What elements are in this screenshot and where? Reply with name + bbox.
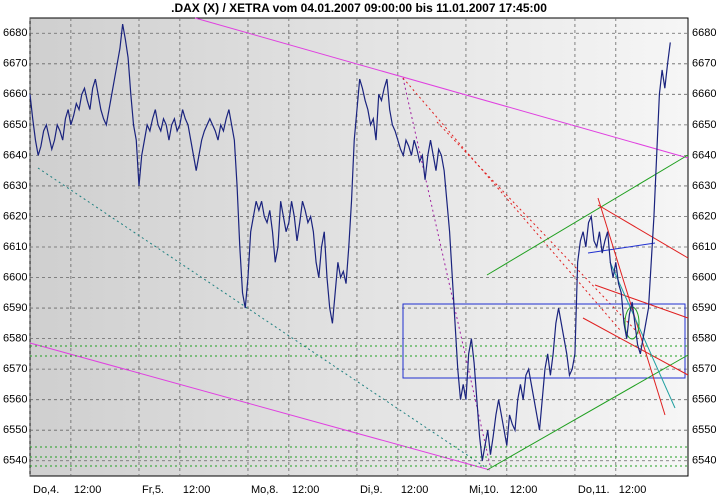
y-tick-label: 6580	[3, 333, 27, 345]
x-tick-label: Do,4.	[33, 484, 59, 496]
trend-line	[29, 342, 491, 471]
trend-line	[587, 242, 656, 254]
trend-line	[597, 204, 689, 259]
y-tick-label: 6640	[692, 149, 716, 161]
x-tick-label: 12:00	[619, 484, 647, 496]
trend-line	[486, 354, 689, 471]
y-tick-label: 6680	[3, 27, 27, 39]
x-tick-label: 12:00	[183, 484, 211, 496]
grid	[29, 18, 688, 476]
y-tick-label: 6580	[692, 333, 716, 345]
x-tick-label: Do,11.	[578, 484, 610, 496]
y-tick-label: 6600	[692, 271, 716, 283]
x-tick-label: Mo,8.	[251, 484, 279, 496]
x-tick-label: 12:00	[510, 484, 538, 496]
chart-title: .DAX (X) / XETRA vom 04.01.2007 09:00:00…	[171, 1, 547, 15]
y-tick-label: 6610	[3, 241, 27, 253]
y-tick-label: 6550	[692, 424, 716, 436]
y-tick-label: 6650	[692, 119, 716, 131]
x-tick-label: 12:00	[74, 484, 102, 496]
y-tick-label: 6620	[3, 210, 27, 222]
x-tick-label: Fr,5.	[142, 484, 164, 496]
trend-line	[594, 284, 689, 319]
y-tick-label: 6680	[692, 27, 716, 39]
marks	[29, 24, 671, 461]
y-tick-label: 6670	[3, 58, 27, 70]
y-tick-label: 6570	[3, 363, 27, 375]
y-tick-label: 6560	[3, 394, 27, 406]
y-tick-label: 6640	[3, 149, 27, 161]
trend-line	[486, 154, 689, 276]
x-tick-label: Di,9.	[360, 484, 383, 496]
marker-ellipse	[624, 306, 640, 340]
trend-line	[194, 17, 689, 159]
y-tick-label: 6600	[3, 271, 27, 283]
trend-line	[402, 77, 621, 331]
y-tick-label: 6610	[692, 241, 716, 253]
trend-line	[609, 261, 676, 409]
y-tick-label: 6620	[692, 210, 716, 222]
trend-line	[402, 77, 491, 466]
y-tick-label: 6670	[692, 58, 716, 70]
y-tick-label: 6590	[3, 302, 27, 314]
x-tick-label: 12:00	[292, 484, 320, 496]
trend-line	[582, 317, 689, 376]
y-tick-label: 6560	[692, 394, 716, 406]
y-tick-label: 6630	[692, 180, 716, 192]
x-tick-label: 12:00	[401, 484, 429, 496]
x-tick-label: Mi,10.	[469, 484, 499, 496]
y-tick-label: 6550	[3, 424, 27, 436]
labels: 6540 6540 6550 6550 6560 6560 6570 6570 6580 6580…	[3, 27, 716, 496]
y-tick-label: 6590	[692, 302, 716, 314]
y-tick-label: 6660	[692, 88, 716, 100]
trend-line	[436, 121, 641, 336]
price-line	[29, 24, 671, 461]
y-tick-label: 6540	[692, 455, 716, 467]
y-tick-label: 6650	[3, 119, 27, 131]
y-tick-label: 6660	[3, 88, 27, 100]
y-tick-label: 6540	[3, 455, 27, 467]
y-tick-label: 6630	[3, 180, 27, 192]
y-tick-label: 6570	[692, 363, 716, 375]
